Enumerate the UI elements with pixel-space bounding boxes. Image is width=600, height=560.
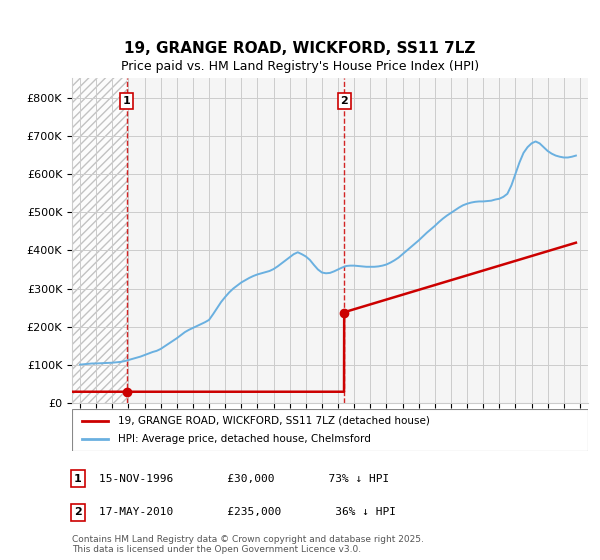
Text: 2: 2 — [74, 507, 82, 517]
Text: 19, GRANGE ROAD, WICKFORD, SS11 7LZ: 19, GRANGE ROAD, WICKFORD, SS11 7LZ — [124, 41, 476, 56]
Text: 1: 1 — [122, 96, 130, 106]
Text: 19, GRANGE ROAD, WICKFORD, SS11 7LZ (detached house): 19, GRANGE ROAD, WICKFORD, SS11 7LZ (det… — [118, 416, 430, 426]
Text: Price paid vs. HM Land Registry's House Price Index (HPI): Price paid vs. HM Land Registry's House … — [121, 60, 479, 73]
Text: 15-NOV-1996        £30,000        73% ↓ HPI: 15-NOV-1996 £30,000 73% ↓ HPI — [99, 474, 389, 484]
Bar — [72, 78, 127, 403]
Text: 2: 2 — [340, 96, 348, 106]
Text: 17-MAY-2010        £235,000        36% ↓ HPI: 17-MAY-2010 £235,000 36% ↓ HPI — [99, 507, 396, 517]
FancyBboxPatch shape — [72, 409, 588, 451]
Text: HPI: Average price, detached house, Chelmsford: HPI: Average price, detached house, Chel… — [118, 434, 371, 444]
Text: 1: 1 — [74, 474, 82, 484]
Text: Contains HM Land Registry data © Crown copyright and database right 2025.
This d: Contains HM Land Registry data © Crown c… — [72, 535, 424, 554]
